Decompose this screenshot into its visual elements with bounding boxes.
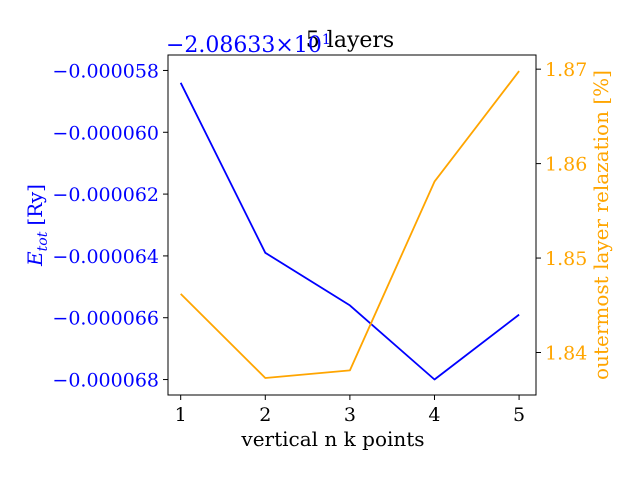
x-tick-label: 4: [428, 404, 440, 426]
right-axis-label: outermost layer relazation [%]: [589, 70, 613, 380]
plot-frame: [167, 54, 537, 396]
x-tick-label: 2: [259, 404, 271, 426]
left-tick-label: −0.000066: [52, 308, 159, 330]
right-tick-label: 1.87: [545, 59, 587, 81]
right-tick-label: 1.85: [545, 248, 587, 270]
left-tick-label: −0.000060: [52, 122, 159, 144]
left-axis-label-unit: [Ry]: [23, 184, 47, 226]
relaxation-series-line: [180, 70, 520, 379]
chart-title: 5 layers: [306, 28, 394, 53]
right-tick-label: 1.86: [545, 154, 587, 176]
x-tick-label: 3: [344, 404, 356, 426]
x-axis-label: vertical n k points: [240, 427, 424, 451]
left-tick-label: −0.000058: [52, 60, 159, 82]
x-tick-label: 1: [175, 404, 187, 426]
x-tick-label: 5: [513, 404, 525, 426]
left-tick-label: −0.000062: [52, 184, 159, 206]
left-axis-offset-mantissa: −2.08633×10: [166, 33, 322, 58]
left-tick-label: −0.000064: [52, 246, 159, 268]
left-axis-label-main: E: [23, 251, 47, 267]
right-axis-ticks: 1.84 1.85 1.86 1.87: [536, 59, 587, 365]
x-axis-ticks: 1 2 3 4 5: [175, 395, 525, 426]
left-axis-label-sub: tot: [35, 231, 51, 251]
left-axis-label: Etot [Ry]: [23, 184, 51, 267]
left-tick-label: −0.000068: [52, 370, 159, 392]
left-axis-offset-exponent: 1: [322, 32, 331, 48]
energy-series-line: [179, 82, 520, 381]
series-layer: [179, 70, 520, 381]
right-tick-label: 1.84: [545, 343, 587, 365]
left-axis-offset-text: −2.08633×101: [166, 32, 331, 58]
left-axis-ticks: −0.000058 −0.000060 −0.000062 −0.000064 −0.0…: [52, 60, 168, 392]
